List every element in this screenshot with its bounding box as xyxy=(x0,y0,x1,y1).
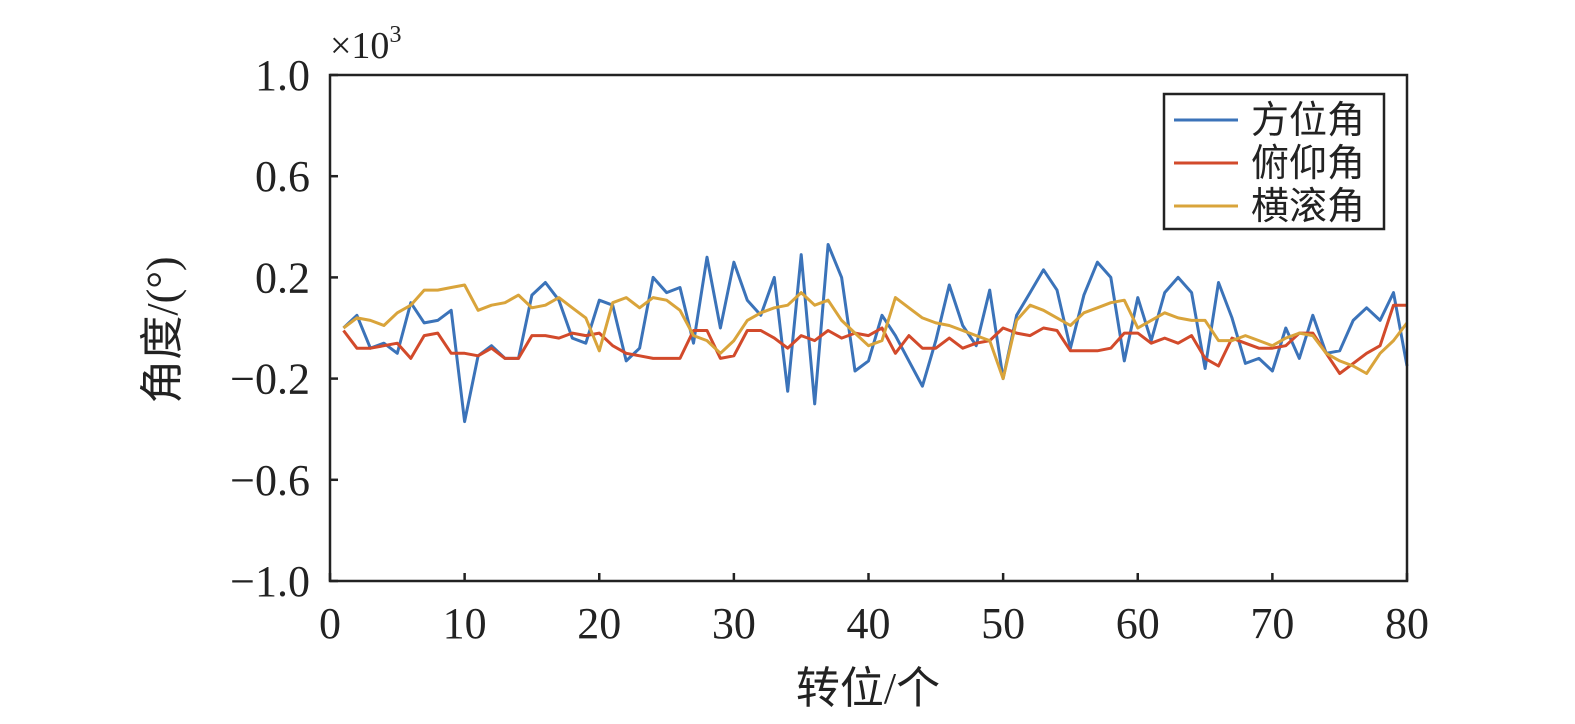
legend-label-2: 俯仰角 xyxy=(1251,143,1365,185)
series-line-2 xyxy=(342,303,1407,375)
y-tick-label: 0.2 xyxy=(255,253,310,302)
legend-label-3: 横滚角 xyxy=(1251,186,1365,228)
y-axis-label: 角度/(°) xyxy=(138,256,187,403)
x-tick-label: 60 xyxy=(1116,599,1160,648)
y-tick-label: −0.2 xyxy=(230,355,310,404)
x-tick-label: 10 xyxy=(443,599,487,648)
x-tick-label: 50 xyxy=(981,599,1025,648)
y-axis: −1.0 −0.6 −0.2 0.2 0.6 1.0 xyxy=(230,51,338,606)
x-tick-label: 0 xyxy=(319,599,341,648)
x-tick-label: 40 xyxy=(847,599,891,648)
x-tick-label: 20 xyxy=(577,599,621,648)
y-tick-label: 1.0 xyxy=(255,51,310,100)
series-layer xyxy=(342,243,1409,424)
y-scale-exponent: 3 xyxy=(389,22,401,48)
x-axis: 0 10 20 30 40 50 60 70 80 xyxy=(319,573,1429,648)
x-tick-label: 30 xyxy=(712,599,756,648)
x-tick-label: 70 xyxy=(1250,599,1294,648)
x-tick-label: 80 xyxy=(1385,599,1429,648)
series-line-1 xyxy=(342,243,1409,424)
x-axis-label: 转位/个 xyxy=(796,664,940,713)
series-line-3 xyxy=(342,283,1409,381)
legend-label-1: 方位角 xyxy=(1251,100,1365,142)
y-tick-label: −0.6 xyxy=(230,456,310,505)
y-tick-label: 0.6 xyxy=(255,152,310,201)
y-scale-factor: ×103 xyxy=(330,22,401,67)
y-tick-label: −1.0 xyxy=(230,557,310,606)
